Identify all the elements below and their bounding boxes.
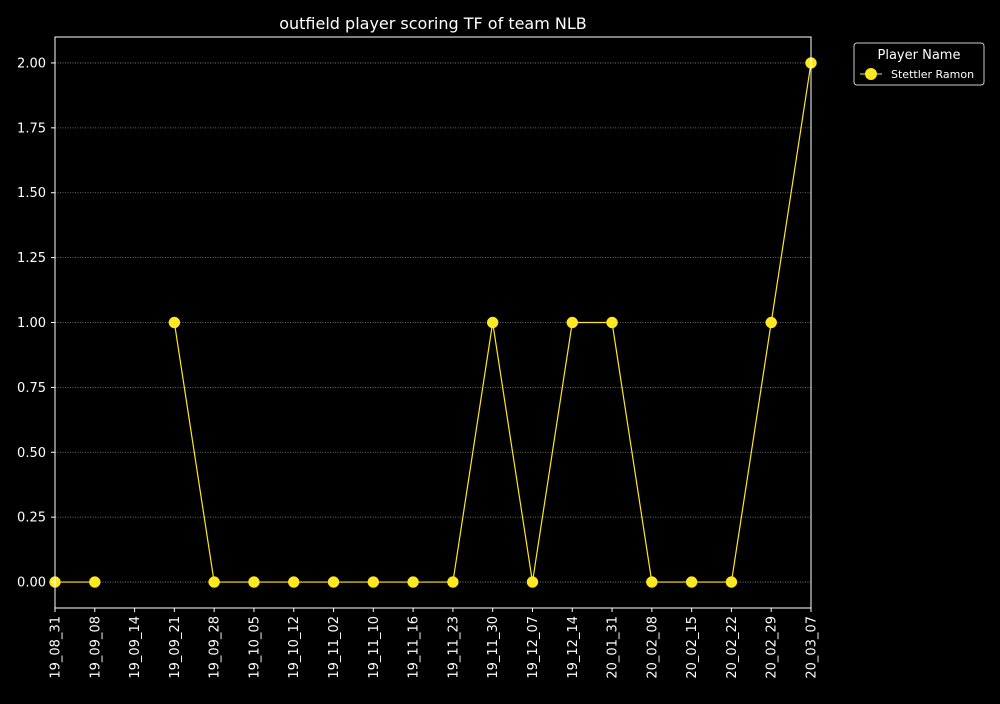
y-axis: 0.00 0.25 0.50 0.75 1.00 1.25 1.50 1.75 2.00: [17, 56, 55, 591]
x-tick-label: 19_12_07: [526, 616, 541, 679]
x-tick-label: 19_11_30: [486, 616, 501, 679]
x-tick-label: 19_12_14: [566, 616, 581, 679]
y-tick-label: 0.25: [17, 511, 46, 526]
data-point: [248, 576, 260, 588]
x-tick-label: 19_11_02: [327, 616, 342, 679]
data-point: [208, 576, 220, 588]
x-tick-label: 20_02_08: [645, 616, 660, 679]
data-point: [89, 576, 101, 588]
y-tick-label: 1.00: [17, 316, 46, 331]
x-tick-label: 19_09_14: [128, 616, 143, 679]
data-point: [646, 576, 658, 588]
x-tick-label: 19_10_05: [247, 616, 262, 679]
data-point: [765, 316, 777, 329]
data-point: [725, 576, 738, 588]
data-point: [566, 316, 579, 329]
data-point: [407, 576, 419, 588]
grid-lines: [55, 62, 811, 583]
x-tick-label: 20_03_07: [805, 616, 820, 679]
x-tick-label: 19_08_31: [49, 616, 64, 679]
y-tick-label: 1.25: [17, 251, 46, 266]
x-tick-label: 19_10_12: [287, 616, 302, 679]
data-point: [606, 316, 618, 329]
y-tick-label: 0.50: [17, 446, 46, 461]
data-point: [685, 576, 698, 588]
data-point: [287, 576, 300, 588]
y-tick-label: 1.75: [17, 121, 46, 136]
data-point: [327, 576, 340, 588]
y-tick-label: 0.75: [17, 381, 46, 396]
x-tick-label: 20_02_15: [685, 616, 700, 679]
chart-title: outfield player scoring TF of team NLB: [279, 14, 587, 33]
x-tick-label: 19_11_10: [367, 616, 382, 679]
data-point: [526, 576, 539, 588]
x-tick-label: 20_02_22: [725, 616, 740, 679]
y-tick-label: 0.00: [17, 576, 46, 591]
data-point: [367, 576, 380, 588]
data-point: [168, 316, 181, 329]
x-tick-label: 19_11_16: [407, 616, 422, 679]
x-tick-label: 19_09_28: [208, 616, 223, 679]
x-tick-label: 19_09_08: [88, 616, 103, 679]
legend: Player Name Stettler Ramon: [853, 42, 985, 86]
data-point: [486, 316, 499, 329]
x-tick-label: 19_09_21: [168, 616, 183, 679]
data-point: [447, 576, 459, 588]
y-tick-label: 1.50: [17, 186, 46, 201]
legend-entry-label: Stettler Ramon: [891, 68, 974, 81]
legend-box: [853, 42, 985, 86]
legend-marker-swatch: [865, 68, 877, 80]
x-axis: 19_08_31 19_09_08 19_09_14 19_09_21 19_09_28…: [49, 608, 820, 679]
x-tick-label: 19_11_23: [446, 616, 461, 679]
legend-title: Player Name: [878, 48, 961, 63]
x-tick-label: 20_02_29: [765, 616, 780, 679]
x-tick-label: 20_01_31: [606, 616, 621, 679]
y-tick-label: 2.00: [17, 56, 46, 71]
